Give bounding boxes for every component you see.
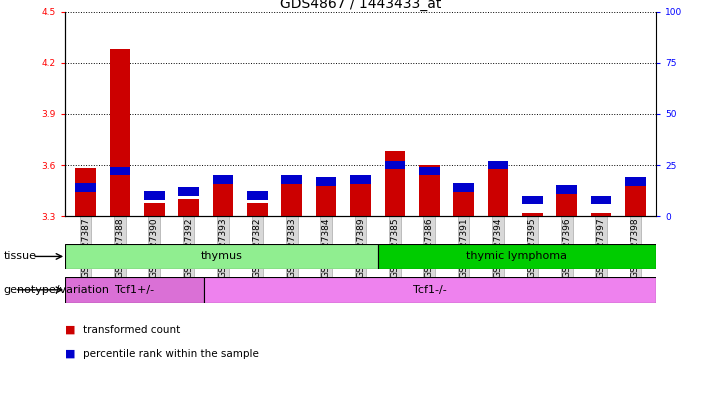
Text: thymus: thymus: [200, 252, 242, 261]
Bar: [75, 183, 96, 192]
Bar: [350, 175, 371, 184]
Bar: [247, 191, 267, 200]
Bar: [522, 213, 543, 216]
Bar: [178, 199, 199, 216]
Text: tissue: tissue: [4, 252, 37, 261]
Text: Tcf1+/-: Tcf1+/-: [115, 285, 154, 295]
Bar: [204, 277, 656, 303]
Bar: [625, 177, 646, 185]
Bar: [65, 244, 378, 269]
Bar: [487, 161, 508, 169]
Text: thymic lymphoma: thymic lymphoma: [466, 252, 567, 261]
Bar: [454, 183, 474, 192]
Bar: [384, 151, 405, 216]
Bar: [75, 169, 96, 216]
Text: ■: ■: [65, 325, 76, 335]
Text: Tcf1-/-: Tcf1-/-: [413, 285, 447, 295]
Bar: [557, 192, 577, 216]
Bar: [281, 175, 302, 184]
Text: percentile rank within the sample: percentile rank within the sample: [83, 349, 259, 359]
Bar: [419, 165, 440, 216]
Text: transformed count: transformed count: [83, 325, 180, 335]
Bar: [316, 185, 337, 216]
Bar: [454, 191, 474, 216]
Bar: [378, 244, 656, 269]
Bar: [213, 179, 234, 216]
Bar: [316, 177, 337, 185]
Bar: [350, 182, 371, 216]
Bar: [178, 187, 199, 196]
Bar: [247, 202, 267, 216]
Bar: [281, 182, 302, 216]
Text: ■: ■: [65, 349, 76, 359]
Bar: [487, 162, 508, 216]
Bar: [110, 167, 131, 175]
Bar: [213, 175, 234, 184]
Bar: [590, 213, 611, 216]
Bar: [384, 161, 405, 169]
Bar: [590, 196, 611, 204]
Bar: [522, 196, 543, 204]
Text: genotype/variation: genotype/variation: [4, 285, 110, 295]
Title: GDS4867 / 1443433_at: GDS4867 / 1443433_at: [280, 0, 441, 11]
Bar: [144, 202, 164, 216]
Bar: [419, 167, 440, 175]
Bar: [625, 185, 646, 216]
Bar: [65, 277, 204, 303]
Bar: [144, 191, 164, 200]
Bar: [557, 185, 577, 194]
Bar: [110, 49, 131, 216]
